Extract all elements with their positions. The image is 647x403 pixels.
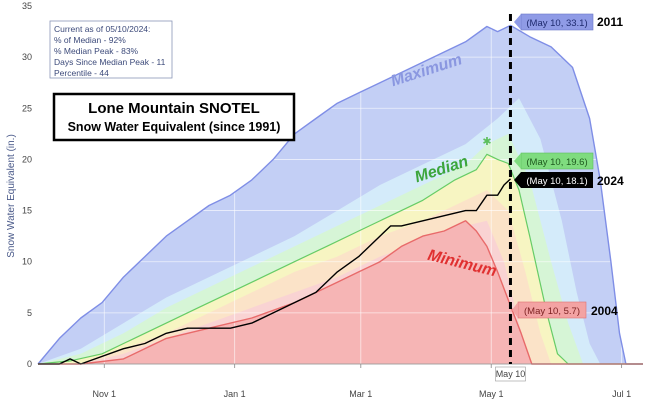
- today-marker: May 10: [495, 14, 526, 382]
- y-tick-label: 25: [22, 103, 32, 113]
- series-2024-line: [38, 178, 511, 365]
- info-line: % Median Peak - 83%: [54, 46, 139, 56]
- chart-subtitle: Snow Water Equivalent (since 1991): [68, 120, 281, 134]
- minimum-band: [38, 220, 643, 364]
- info-line: Days Since Median Peak - 11: [54, 57, 166, 67]
- info-line: % of Median - 92%: [54, 35, 126, 45]
- annotation-maximum: (May 10, 33.1) 2011: [514, 13, 623, 31]
- y-tick-label: 15: [22, 206, 32, 216]
- y-tick-label: 20: [22, 154, 32, 164]
- y-tick-label: 5: [27, 308, 32, 318]
- annotation-value: (May 10, 33.1): [526, 18, 587, 29]
- annotation-year: 2011: [597, 15, 623, 29]
- y-axis-label: Snow Water Equivalent (in.): [6, 134, 17, 258]
- chart-title: Lone Mountain SNOTEL: [88, 100, 260, 117]
- annotation-minimum: (May 10, 5.7) 2004: [512, 301, 618, 319]
- x-tick-label: Nov 1: [93, 389, 117, 399]
- median-line: [37, 153, 643, 365]
- y-tick-label: 10: [22, 257, 32, 267]
- info-box: Current as of 05/10/2024: % of Median - …: [49, 20, 173, 79]
- x-tick-label: Jul 1: [612, 389, 631, 399]
- y-tick-label: 30: [22, 52, 32, 62]
- y-tick-label: 0: [27, 359, 32, 369]
- annotation-value: (May 10, 18.1): [526, 176, 587, 187]
- annotation-2024: (May 10, 18.1) 2024: [514, 172, 624, 188]
- series-lines: [37, 24, 643, 365]
- x-tick-label: Mar 1: [349, 389, 372, 399]
- annotation-year: 2024: [597, 174, 624, 188]
- maximum-line: [37, 24, 643, 365]
- annotation-year: 2004: [591, 304, 618, 318]
- y-tick-label: 35: [22, 1, 32, 11]
- annotation-median: (May 10, 19.6): [514, 152, 594, 170]
- today-label: May 10: [496, 369, 526, 379]
- x-tick-label: May 1: [479, 389, 504, 399]
- annotation-value: (May 10, 19.6): [526, 157, 587, 168]
- today-box: [495, 366, 526, 382]
- axes: 0 5 10 15 20 25 30 35 Nov 1 Jan 1 Mar 1 May 1 Jul 1: [22, 1, 643, 399]
- minimum-line: [38, 220, 643, 365]
- info-line: Percentile - 44: [54, 68, 109, 78]
- annotation-value: (May 10, 5.7): [524, 306, 580, 317]
- info-line: Current as of 05/10/2024:: [54, 24, 150, 34]
- percentile-bands: [38, 25, 643, 365]
- title-box: Lone Mountain SNOTEL Snow Water Equivale…: [52, 92, 296, 142]
- x-tick-label: Jan 1: [224, 389, 246, 399]
- median-peak-marker: ✱: [482, 136, 491, 148]
